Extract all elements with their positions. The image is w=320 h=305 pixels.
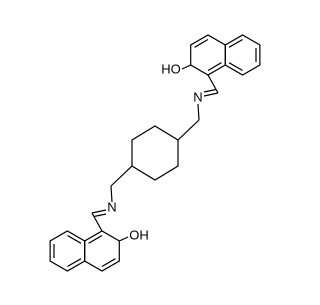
atom-label: N: [107, 199, 116, 214]
upper-half: [177, 34, 261, 141]
bond: [91, 212, 103, 232]
ring: [84, 230, 120, 272]
double-bond: [203, 88, 217, 93]
double-bond: [194, 38, 209, 48]
ring: [49, 230, 86, 272]
double-bond: [93, 213, 107, 218]
double-bond: [101, 258, 116, 268]
double-bond: [228, 62, 243, 72]
bond: [181, 64, 191, 70]
bond: [110, 185, 113, 203]
bond: [119, 236, 129, 242]
ring: [224, 34, 261, 76]
double-bond: [67, 258, 82, 268]
cyclohexane: [131, 125, 179, 181]
lower-half: [49, 165, 133, 272]
bond: [203, 92, 219, 97]
atom-label: HO: [161, 61, 181, 76]
double-bond: [207, 62, 222, 72]
atom-label: OH: [129, 227, 149, 242]
bond: [110, 165, 133, 187]
bond: [177, 119, 200, 141]
double-bond: [88, 234, 103, 244]
structure: HO N N OH: [49, 34, 261, 272]
double-bond: [67, 234, 82, 244]
bond: [197, 103, 200, 121]
bond: [91, 209, 107, 214]
bond: [207, 74, 219, 94]
atom-label: N: [193, 89, 202, 104]
double-bond: [228, 38, 243, 48]
ring: [190, 34, 226, 76]
